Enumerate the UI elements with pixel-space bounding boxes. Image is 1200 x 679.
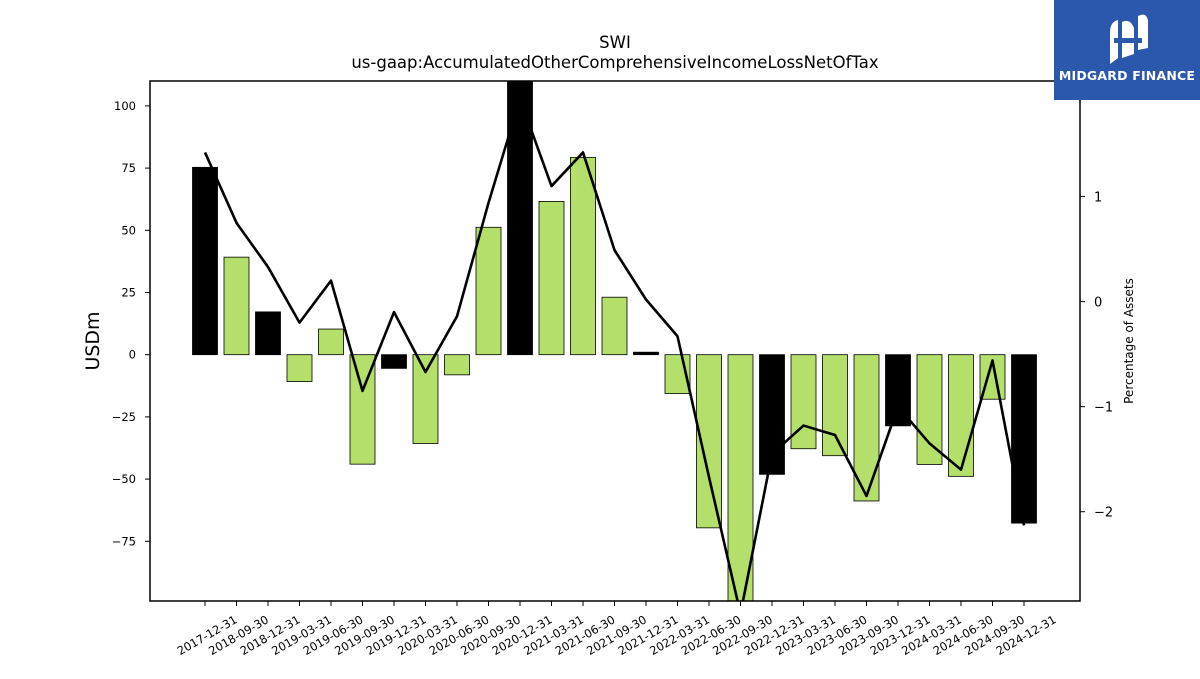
y2-tick-label: −2: [1094, 506, 1113, 521]
y-axis-label: USDm: [82, 311, 104, 370]
y-tick-label: 0: [129, 348, 136, 362]
y-tick-label: 100: [114, 99, 136, 113]
bar-2023-12-31: [885, 354, 911, 427]
y2-tick-label: 1: [1094, 191, 1102, 206]
bar-2021-09-30: [601, 296, 628, 356]
bar-2021-06-30: [570, 156, 596, 356]
chart-subtitle: us-gaap:AccumulatedOtherComprehensiveInc…: [351, 53, 879, 72]
bar-2021-12-31: [633, 351, 659, 356]
bar-2021-03-31: [538, 201, 565, 356]
y-tick-label: 25: [121, 285, 136, 299]
y-tick-label: −25: [112, 410, 136, 424]
bar-2024-12-31: [1011, 354, 1037, 524]
y2-tick-label: 0: [1094, 296, 1102, 311]
bar-2020-06-30: [444, 354, 470, 376]
midgard-logo-icon: [1110, 14, 1148, 64]
bar-2023-09-30: [853, 354, 880, 502]
percentage-of-assets-line: [203, 97, 1026, 601]
y-tick-label: 50: [121, 223, 136, 237]
bar-2019-12-31: [381, 354, 407, 369]
logo-text: MIDGARD FINANCE: [1058, 68, 1196, 83]
bar-2018-12-31: [255, 311, 281, 356]
bar-2024-06-30: [948, 354, 974, 477]
y-tick-label: 75: [121, 161, 136, 175]
bar-2020-09-30: [475, 226, 502, 356]
bar-2024-03-31: [916, 354, 943, 465]
bar-2018-09-30: [223, 256, 250, 356]
bar-2019-06-30: [318, 328, 344, 356]
bar-2020-03-31: [412, 354, 439, 444]
bar-2019-03-31: [286, 354, 313, 382]
y2-tick-label: −1: [1094, 401, 1113, 416]
y2-axis-label: Percentage of Assets: [1122, 278, 1136, 404]
y-tick-label: −75: [112, 534, 136, 548]
y-tick-label: −50: [112, 472, 136, 486]
chart-title: SWI: [599, 33, 631, 52]
bar-2023-06-30: [822, 354, 848, 457]
bar-2017-12-31: [192, 166, 218, 356]
brand-logo: MIDGARD FINANCE: [1054, 0, 1200, 100]
